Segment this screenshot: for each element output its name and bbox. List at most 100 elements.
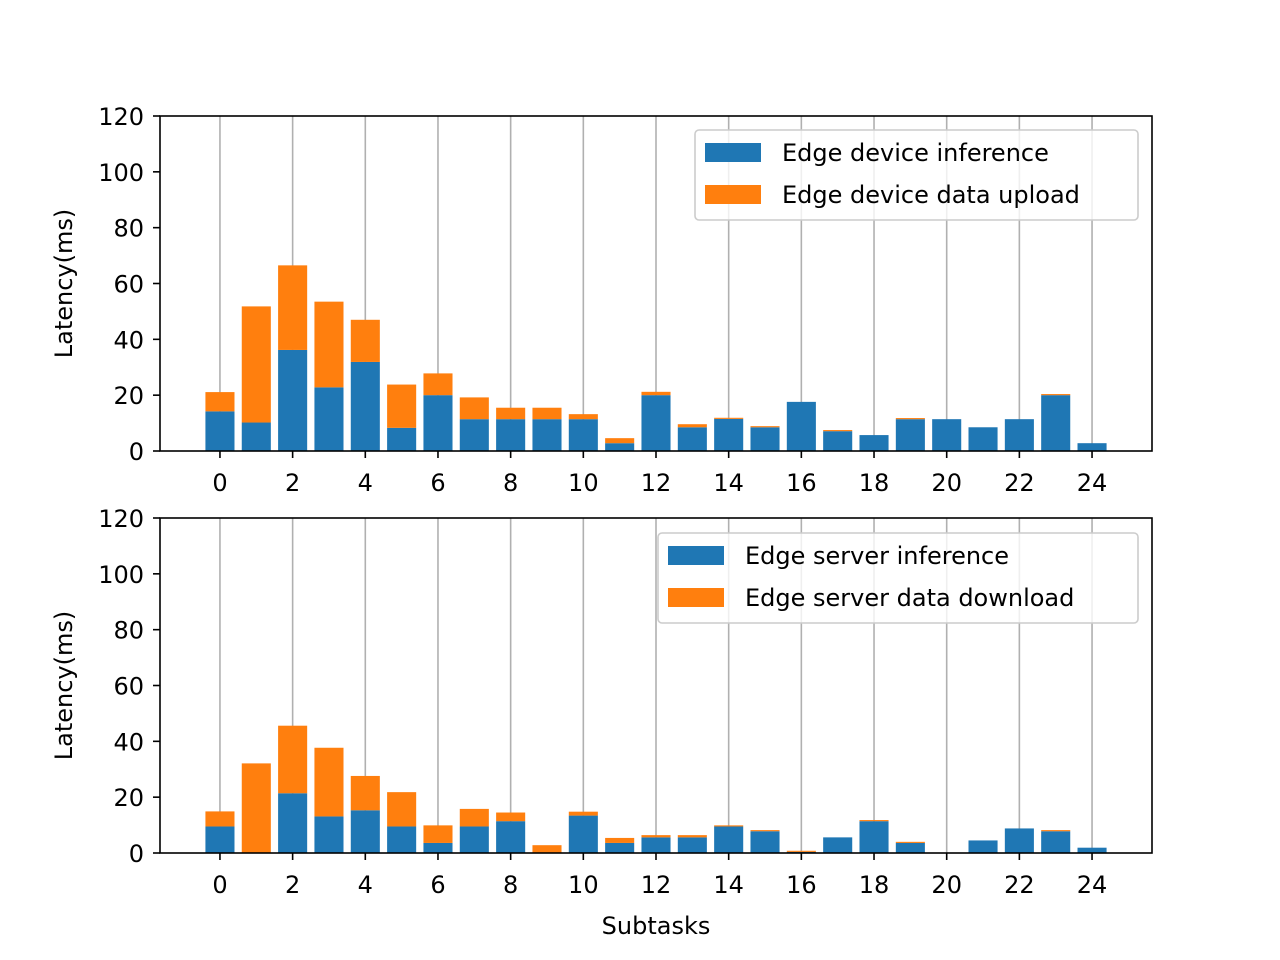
x-tick-label-20: 20	[931, 469, 962, 497]
legend-box	[657, 532, 1139, 624]
x-tick-label-4: 4	[358, 871, 373, 899]
bar-inference-17	[823, 837, 853, 853]
bar-inference-6	[423, 842, 453, 853]
bar-transfer-2	[278, 265, 308, 350]
bar-inference-0	[205, 826, 235, 853]
x-tick-label-4: 4	[358, 469, 373, 497]
bar-transfer-9	[532, 845, 562, 853]
x-tick-label-24: 24	[1077, 469, 1108, 497]
bar-transfer-12	[641, 835, 671, 838]
bar-transfer-6	[423, 825, 453, 843]
bar-inference-16	[786, 401, 816, 451]
bar-transfer-17	[823, 430, 853, 432]
bar-transfer-7	[459, 397, 489, 420]
y-tick-label-40: 40	[113, 326, 144, 354]
bar-inference-14	[714, 826, 744, 853]
bar-transfer-14	[714, 825, 744, 827]
bar-transfer-4	[350, 775, 380, 811]
bar-inference-12	[641, 837, 671, 853]
x-axis-label: Subtasks	[602, 912, 711, 940]
y-tick-label-0: 0	[129, 840, 144, 868]
bar-inference-19	[895, 419, 925, 451]
bar-inference-9	[532, 419, 562, 451]
bar-inference-22	[1004, 419, 1034, 451]
x-tick-label-20: 20	[931, 871, 962, 899]
x-tick-label-0: 0	[212, 871, 227, 899]
bar-inference-3	[314, 387, 344, 451]
bar-transfer-0	[205, 811, 235, 827]
bar-inference-13	[677, 427, 707, 451]
legend-label-transfer: Edge device data upload	[782, 181, 1080, 209]
y-axis-label: Latency(ms)	[50, 209, 78, 358]
x-tick-label-6: 6	[430, 871, 445, 899]
bar-inference-19	[895, 842, 925, 853]
y-tick-label-120: 120	[98, 103, 144, 131]
y-tick-label-40: 40	[113, 728, 144, 756]
bar-transfer-3	[314, 301, 344, 388]
bar-inference-18	[859, 435, 889, 451]
bar-inference-24	[1077, 847, 1107, 853]
legend-label-inference: Edge server inference	[745, 542, 1009, 570]
bar-inference-21	[968, 427, 998, 451]
x-tick-label-22: 22	[1004, 871, 1035, 899]
bar-transfer-5	[387, 384, 417, 428]
y-tick-label-100: 100	[98, 561, 144, 589]
y-tick-label-120: 120	[98, 505, 144, 533]
bar-transfer-19	[895, 841, 925, 843]
bar-inference-14	[714, 418, 744, 451]
legend-box	[694, 129, 1139, 221]
bar-transfer-11	[605, 438, 635, 444]
chart-panel-1: 0 2 4 6 8 10 12 14 16 18 20 22 24020406080100120Late…	[50, 505, 1153, 940]
bar-transfer-13	[677, 424, 707, 428]
bar-inference-2	[278, 793, 308, 853]
bar-inference-15	[750, 831, 780, 853]
bar-transfer-5	[387, 792, 417, 827]
bar-inference-13	[677, 837, 707, 853]
legend: Edge server inference Edge server data do…	[657, 532, 1139, 624]
x-tick-label-16: 16	[786, 871, 817, 899]
y-tick-label-20: 20	[113, 784, 144, 812]
x-tick-label-10: 10	[568, 871, 599, 899]
bar-transfer-11	[605, 837, 635, 843]
x-tick-label-8: 8	[503, 469, 518, 497]
bar-transfer-8	[496, 407, 526, 420]
bar-inference-24	[1077, 443, 1107, 451]
bar-transfer-8	[496, 812, 526, 822]
chart-panel-0: 0 2 4 6 8 10 12 14 16 18 20 22 24020406080100120Late…	[50, 103, 1153, 497]
bar-transfer-10	[568, 414, 598, 420]
y-tick-label-100: 100	[98, 159, 144, 187]
bar-inference-15	[750, 427, 780, 451]
legend-label-transfer: Edge server data download	[745, 584, 1074, 612]
bar-transfer-23	[1041, 394, 1071, 396]
bar-transfer-16	[786, 850, 816, 852]
bar-inference-8	[496, 419, 526, 451]
bar-inference-4	[350, 810, 380, 853]
bar-inference-17	[823, 431, 853, 451]
bar-transfer-2	[278, 725, 308, 794]
bar-transfer-12	[641, 391, 671, 396]
bar-transfer-7	[459, 808, 489, 827]
y-tick-label-80: 80	[113, 215, 144, 243]
legend-swatch-inference	[668, 546, 724, 565]
bar-inference-8	[496, 821, 526, 853]
x-tick-label-16: 16	[786, 469, 817, 497]
bar-transfer-15	[750, 426, 780, 428]
bar-inference-3	[314, 816, 344, 853]
bar-transfer-3	[314, 747, 344, 817]
bar-inference-7	[459, 419, 489, 451]
bar-inference-10	[568, 419, 598, 451]
legend-label-inference: Edge device inference	[782, 139, 1049, 167]
bar-inference-22	[1004, 828, 1034, 853]
bar-inference-5	[387, 427, 417, 451]
bar-inference-23	[1041, 831, 1071, 853]
x-tick-label-12: 12	[641, 469, 672, 497]
bar-inference-18	[859, 821, 889, 853]
bar-inference-20	[932, 419, 962, 451]
y-tick-label-60: 60	[113, 271, 144, 299]
x-tick-label-8: 8	[503, 871, 518, 899]
bar-inference-12	[641, 395, 671, 451]
x-tick-label-12: 12	[641, 871, 672, 899]
x-tick-label-14: 14	[713, 871, 744, 899]
y-tick-label-80: 80	[113, 617, 144, 645]
